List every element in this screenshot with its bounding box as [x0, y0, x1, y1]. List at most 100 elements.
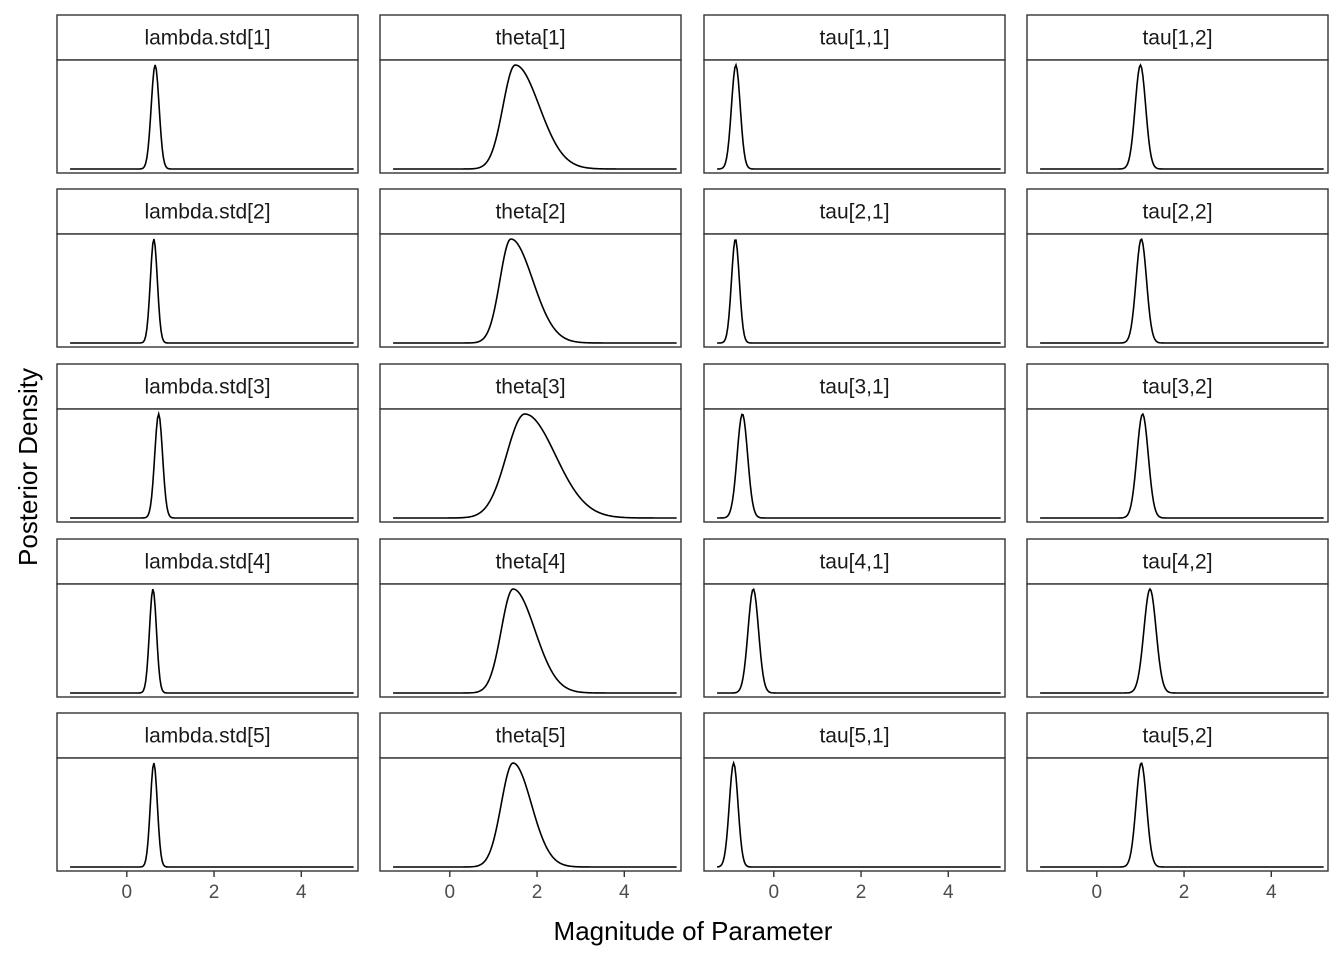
density-curve: [393, 64, 677, 170]
facet-panel-border: [379, 757, 682, 872]
facet-strip-label: theta[2]: [495, 201, 565, 224]
facet-panel: tau[5,1]: [703, 712, 1006, 872]
facet-panel-border: [56, 408, 359, 523]
density-curve: [717, 62, 1001, 170]
facet-panel: tau[4,1]: [703, 538, 1006, 698]
facet-panel: tau[4,2]: [1026, 538, 1329, 698]
facet-strip: [379, 538, 682, 585]
density-curve: [717, 413, 1001, 519]
facet-strip-label: tau[3,2]: [1142, 376, 1212, 399]
x-tick-label: 4: [296, 882, 307, 903]
density-curve: [717, 239, 1001, 344]
facet-panel-border: [1026, 583, 1329, 698]
facet-strip-label: theta[5]: [495, 725, 565, 748]
density-curve: [1040, 412, 1324, 519]
facet-panel-border: [379, 583, 682, 698]
facet-strip-label: lambda.std[3]: [144, 376, 270, 399]
facet-strip: [56, 188, 359, 235]
x-tick-label: 0: [122, 882, 133, 903]
facet-strip-label: tau[1,1]: [819, 27, 889, 50]
facet-panel: tau[1,1]: [703, 14, 1006, 174]
facet-strip-label: tau[1,2]: [1142, 27, 1212, 50]
density-curve: [70, 762, 354, 868]
density-curve: [1040, 761, 1324, 868]
density-curve: [393, 413, 677, 519]
x-tick-label: 2: [532, 882, 543, 903]
facet-panel-border: [56, 583, 359, 698]
facet-panel: theta[5]: [379, 712, 682, 872]
facet-panel-border: [379, 408, 682, 523]
facet-panel: lambda.std[5]: [56, 712, 359, 872]
density-curve: [70, 238, 354, 344]
x-tick-label: 2: [856, 882, 867, 903]
density-curve: [1040, 63, 1324, 170]
x-tick-label: 2: [209, 882, 220, 903]
facet-panel-border: [1026, 59, 1329, 174]
x-tick-label: 0: [445, 882, 456, 903]
facet-panel: theta[4]: [379, 538, 682, 698]
facet-strip: [56, 14, 359, 61]
density-curve: [70, 410, 354, 519]
density-curve: [393, 588, 677, 694]
facet-strip-label: theta[4]: [495, 551, 565, 574]
facet-strip-label: tau[2,1]: [819, 201, 889, 224]
x-axis: 0 2 4: [769, 871, 954, 903]
facet-panel-border: [703, 408, 1006, 523]
facet-strip-label: tau[2,2]: [1142, 201, 1212, 224]
facet-panel: tau[1,2]: [1026, 14, 1329, 174]
facet-panel-border: [1026, 408, 1329, 523]
facet-panel-border: [379, 233, 682, 348]
facet-strip: [379, 188, 682, 235]
facet-panel: theta[1]: [379, 14, 682, 174]
facet-strip: [1026, 712, 1329, 759]
x-tick-label: 2: [1179, 882, 1190, 903]
facet-strip-label: theta[3]: [495, 376, 565, 399]
x-tick-label: 4: [619, 882, 630, 903]
facet-panel: tau[5,2]: [1026, 712, 1329, 872]
density-curve: [393, 238, 677, 344]
facet-strip: [1026, 363, 1329, 410]
facet-panels: lambda.std[1] theta[1] tau[1,1] tau[1,2] lam…: [56, 14, 1329, 872]
facet-strip: [703, 188, 1006, 235]
x-axis: 0 2 4: [122, 871, 307, 903]
facet-panel-border: [703, 583, 1006, 698]
density-curve: [393, 762, 677, 868]
density-curve: [1040, 587, 1324, 694]
facet-panel-border: [703, 59, 1006, 174]
facet-panel: lambda.std[1]: [56, 14, 359, 174]
facet-strip-label: tau[4,1]: [819, 551, 889, 574]
facet-panel-border: [703, 233, 1006, 348]
density-curve: [717, 760, 1001, 868]
facet-strip-label: lambda.std[1]: [144, 27, 270, 50]
facet-panel: tau[3,1]: [703, 363, 1006, 523]
facet-panel-border: [56, 233, 359, 348]
facet-strip-label: tau[4,2]: [1142, 551, 1212, 574]
x-tick-label: 0: [769, 882, 780, 903]
density-curve: [717, 588, 1001, 694]
facet-strip-label: tau[5,2]: [1142, 725, 1212, 748]
density-curve: [1040, 237, 1324, 344]
density-curve: [70, 588, 354, 694]
facet-strip-label: theta[1]: [495, 27, 565, 50]
facet-strip: [1026, 538, 1329, 585]
facet-panel-border: [379, 59, 682, 174]
facet-panel: tau[2,2]: [1026, 188, 1329, 348]
facet-strip: [703, 363, 1006, 410]
x-tick-label: 4: [1266, 882, 1277, 903]
x-tick-label: 4: [943, 882, 954, 903]
x-axes: 0 2 4 0 2 4 0 2 4 0 2 4: [122, 871, 1277, 903]
facet-panel: lambda.std[4]: [56, 538, 359, 698]
facet-panel: lambda.std[2]: [56, 188, 359, 348]
facet-panel-border: [56, 757, 359, 872]
facet-strip: [379, 712, 682, 759]
x-axis-title: Magnitude of Parameter: [554, 916, 833, 946]
x-axis: 0 2 4: [1092, 871, 1277, 903]
facet-panel-border: [703, 757, 1006, 872]
facet-strip: [56, 712, 359, 759]
facet-strip-label: lambda.std[5]: [144, 725, 270, 748]
facet-panel-border: [1026, 757, 1329, 872]
x-tick-label: 0: [1092, 882, 1103, 903]
facet-panel: tau[2,1]: [703, 188, 1006, 348]
density-curve: [70, 64, 354, 170]
